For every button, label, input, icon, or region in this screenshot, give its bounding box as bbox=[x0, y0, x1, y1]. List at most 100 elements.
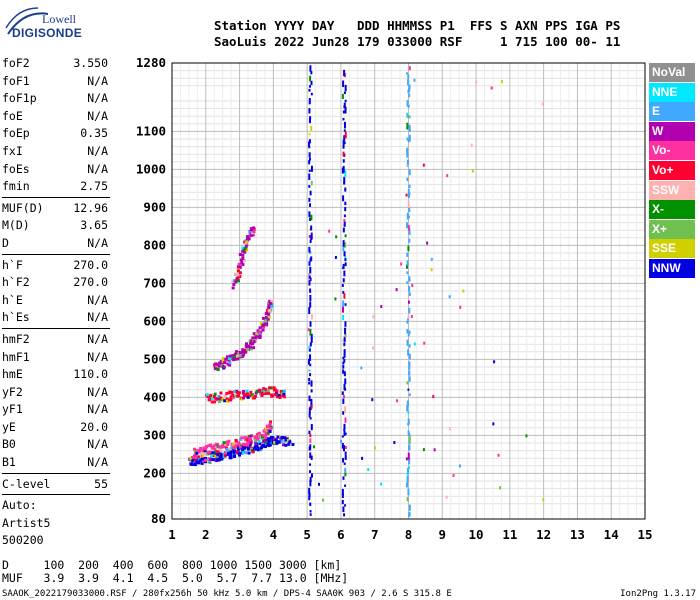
interference-mark bbox=[408, 238, 411, 243]
echo-mark bbox=[211, 458, 215, 462]
y-tick-label: 400 bbox=[143, 389, 166, 404]
echo-mark bbox=[251, 450, 255, 454]
echo-mark bbox=[273, 437, 277, 441]
interference-mark bbox=[309, 321, 312, 327]
echo-mark bbox=[258, 441, 262, 445]
interference-mark bbox=[408, 511, 411, 517]
interference-mark bbox=[309, 452, 312, 459]
noise-mark bbox=[422, 448, 425, 452]
echo-mark bbox=[214, 454, 218, 458]
interference-mark bbox=[308, 160, 311, 165]
interference-mark bbox=[309, 513, 312, 516]
interference-mark bbox=[343, 91, 346, 95]
echo-mark bbox=[269, 420, 273, 424]
interference-mark bbox=[308, 487, 311, 495]
param-label: h`F bbox=[2, 257, 23, 272]
scaled-parameters-panel: foF2 3.550 foF1 N/A foF1p N/A foE N/A foEp 0.35 fx… bbox=[2, 55, 110, 550]
x-tick-label: 15 bbox=[637, 527, 652, 542]
echo-mark bbox=[229, 451, 233, 455]
param-row: fmin 2.75 bbox=[2, 178, 110, 196]
param-row: foE N/A bbox=[2, 108, 110, 126]
interference-mark bbox=[407, 245, 410, 252]
interference-mark bbox=[342, 338, 345, 343]
echo-mark bbox=[264, 435, 268, 439]
noise-mark bbox=[372, 315, 375, 319]
interference-mark bbox=[406, 147, 409, 154]
echo-mark bbox=[200, 451, 204, 455]
echo-mark bbox=[266, 389, 270, 393]
interference-mark bbox=[406, 472, 409, 476]
interference-mark bbox=[408, 330, 411, 335]
param-row: hmE 110.0 bbox=[2, 366, 110, 384]
echo-mark bbox=[251, 342, 255, 346]
echo-mark bbox=[282, 392, 286, 396]
echo-mark bbox=[240, 397, 244, 401]
interference-mark bbox=[344, 378, 347, 385]
noise-mark bbox=[340, 439, 343, 443]
echo-mark bbox=[212, 400, 216, 404]
echo-mark bbox=[248, 345, 252, 349]
echo-mark bbox=[258, 326, 262, 330]
echo-mark bbox=[216, 450, 220, 454]
echo-mark bbox=[225, 355, 229, 359]
interference-mark bbox=[342, 457, 345, 463]
interference-mark bbox=[343, 354, 346, 358]
echo-mark bbox=[265, 315, 269, 319]
echo-mark bbox=[193, 450, 197, 454]
interference-mark bbox=[344, 99, 347, 103]
echo-mark bbox=[233, 450, 237, 454]
interference-mark bbox=[310, 125, 313, 131]
interference-mark bbox=[407, 215, 410, 219]
param-value: N/A bbox=[87, 73, 108, 88]
echo-mark bbox=[201, 454, 205, 458]
echo-mark bbox=[258, 335, 262, 339]
interference-mark bbox=[309, 266, 312, 274]
echo-mark bbox=[241, 246, 245, 250]
interference-mark bbox=[342, 361, 345, 365]
echo-mark bbox=[246, 445, 250, 449]
echo-mark bbox=[245, 240, 249, 244]
interference-mark bbox=[344, 484, 347, 487]
param-value: N/A bbox=[87, 349, 108, 364]
echo-mark bbox=[253, 438, 257, 442]
echo-mark bbox=[238, 271, 242, 275]
interference-mark bbox=[408, 376, 411, 382]
echo-mark bbox=[239, 258, 243, 262]
echo-mark bbox=[282, 389, 286, 393]
interference-mark bbox=[308, 146, 311, 149]
interference-mark bbox=[408, 353, 411, 360]
interference-mark bbox=[342, 445, 345, 452]
echo-mark bbox=[238, 252, 242, 256]
param-divider bbox=[2, 196, 110, 198]
echo-mark bbox=[270, 394, 274, 398]
echo-mark bbox=[242, 443, 246, 447]
echo-mark bbox=[274, 438, 278, 442]
interference-mark bbox=[308, 157, 311, 161]
echo-mark bbox=[232, 355, 236, 359]
param-value: 0.35 bbox=[80, 126, 108, 141]
interference-mark bbox=[342, 395, 345, 399]
interference-mark bbox=[408, 66, 411, 71]
param-row: foF2 3.550 bbox=[2, 55, 110, 73]
interference-mark bbox=[343, 428, 346, 432]
echo-mark bbox=[235, 352, 239, 356]
echo-mark bbox=[231, 280, 235, 284]
interference-mark bbox=[308, 185, 311, 188]
interference-mark bbox=[408, 393, 411, 396]
interference-mark bbox=[343, 270, 346, 277]
interference-mark bbox=[308, 347, 311, 352]
echo-mark bbox=[252, 340, 256, 344]
interference-mark bbox=[342, 263, 345, 269]
noise-mark bbox=[395, 288, 398, 292]
interference-mark bbox=[310, 71, 313, 75]
echo-mark bbox=[197, 455, 201, 459]
echo-mark bbox=[272, 386, 276, 390]
echo-mark bbox=[265, 321, 269, 325]
noise-mark bbox=[471, 169, 474, 173]
echo-mark bbox=[269, 426, 273, 430]
interference-mark bbox=[343, 121, 346, 129]
interference-mark bbox=[310, 256, 313, 261]
echo-mark bbox=[266, 431, 270, 435]
echo-mark bbox=[283, 436, 287, 440]
echo-mark bbox=[210, 400, 214, 404]
